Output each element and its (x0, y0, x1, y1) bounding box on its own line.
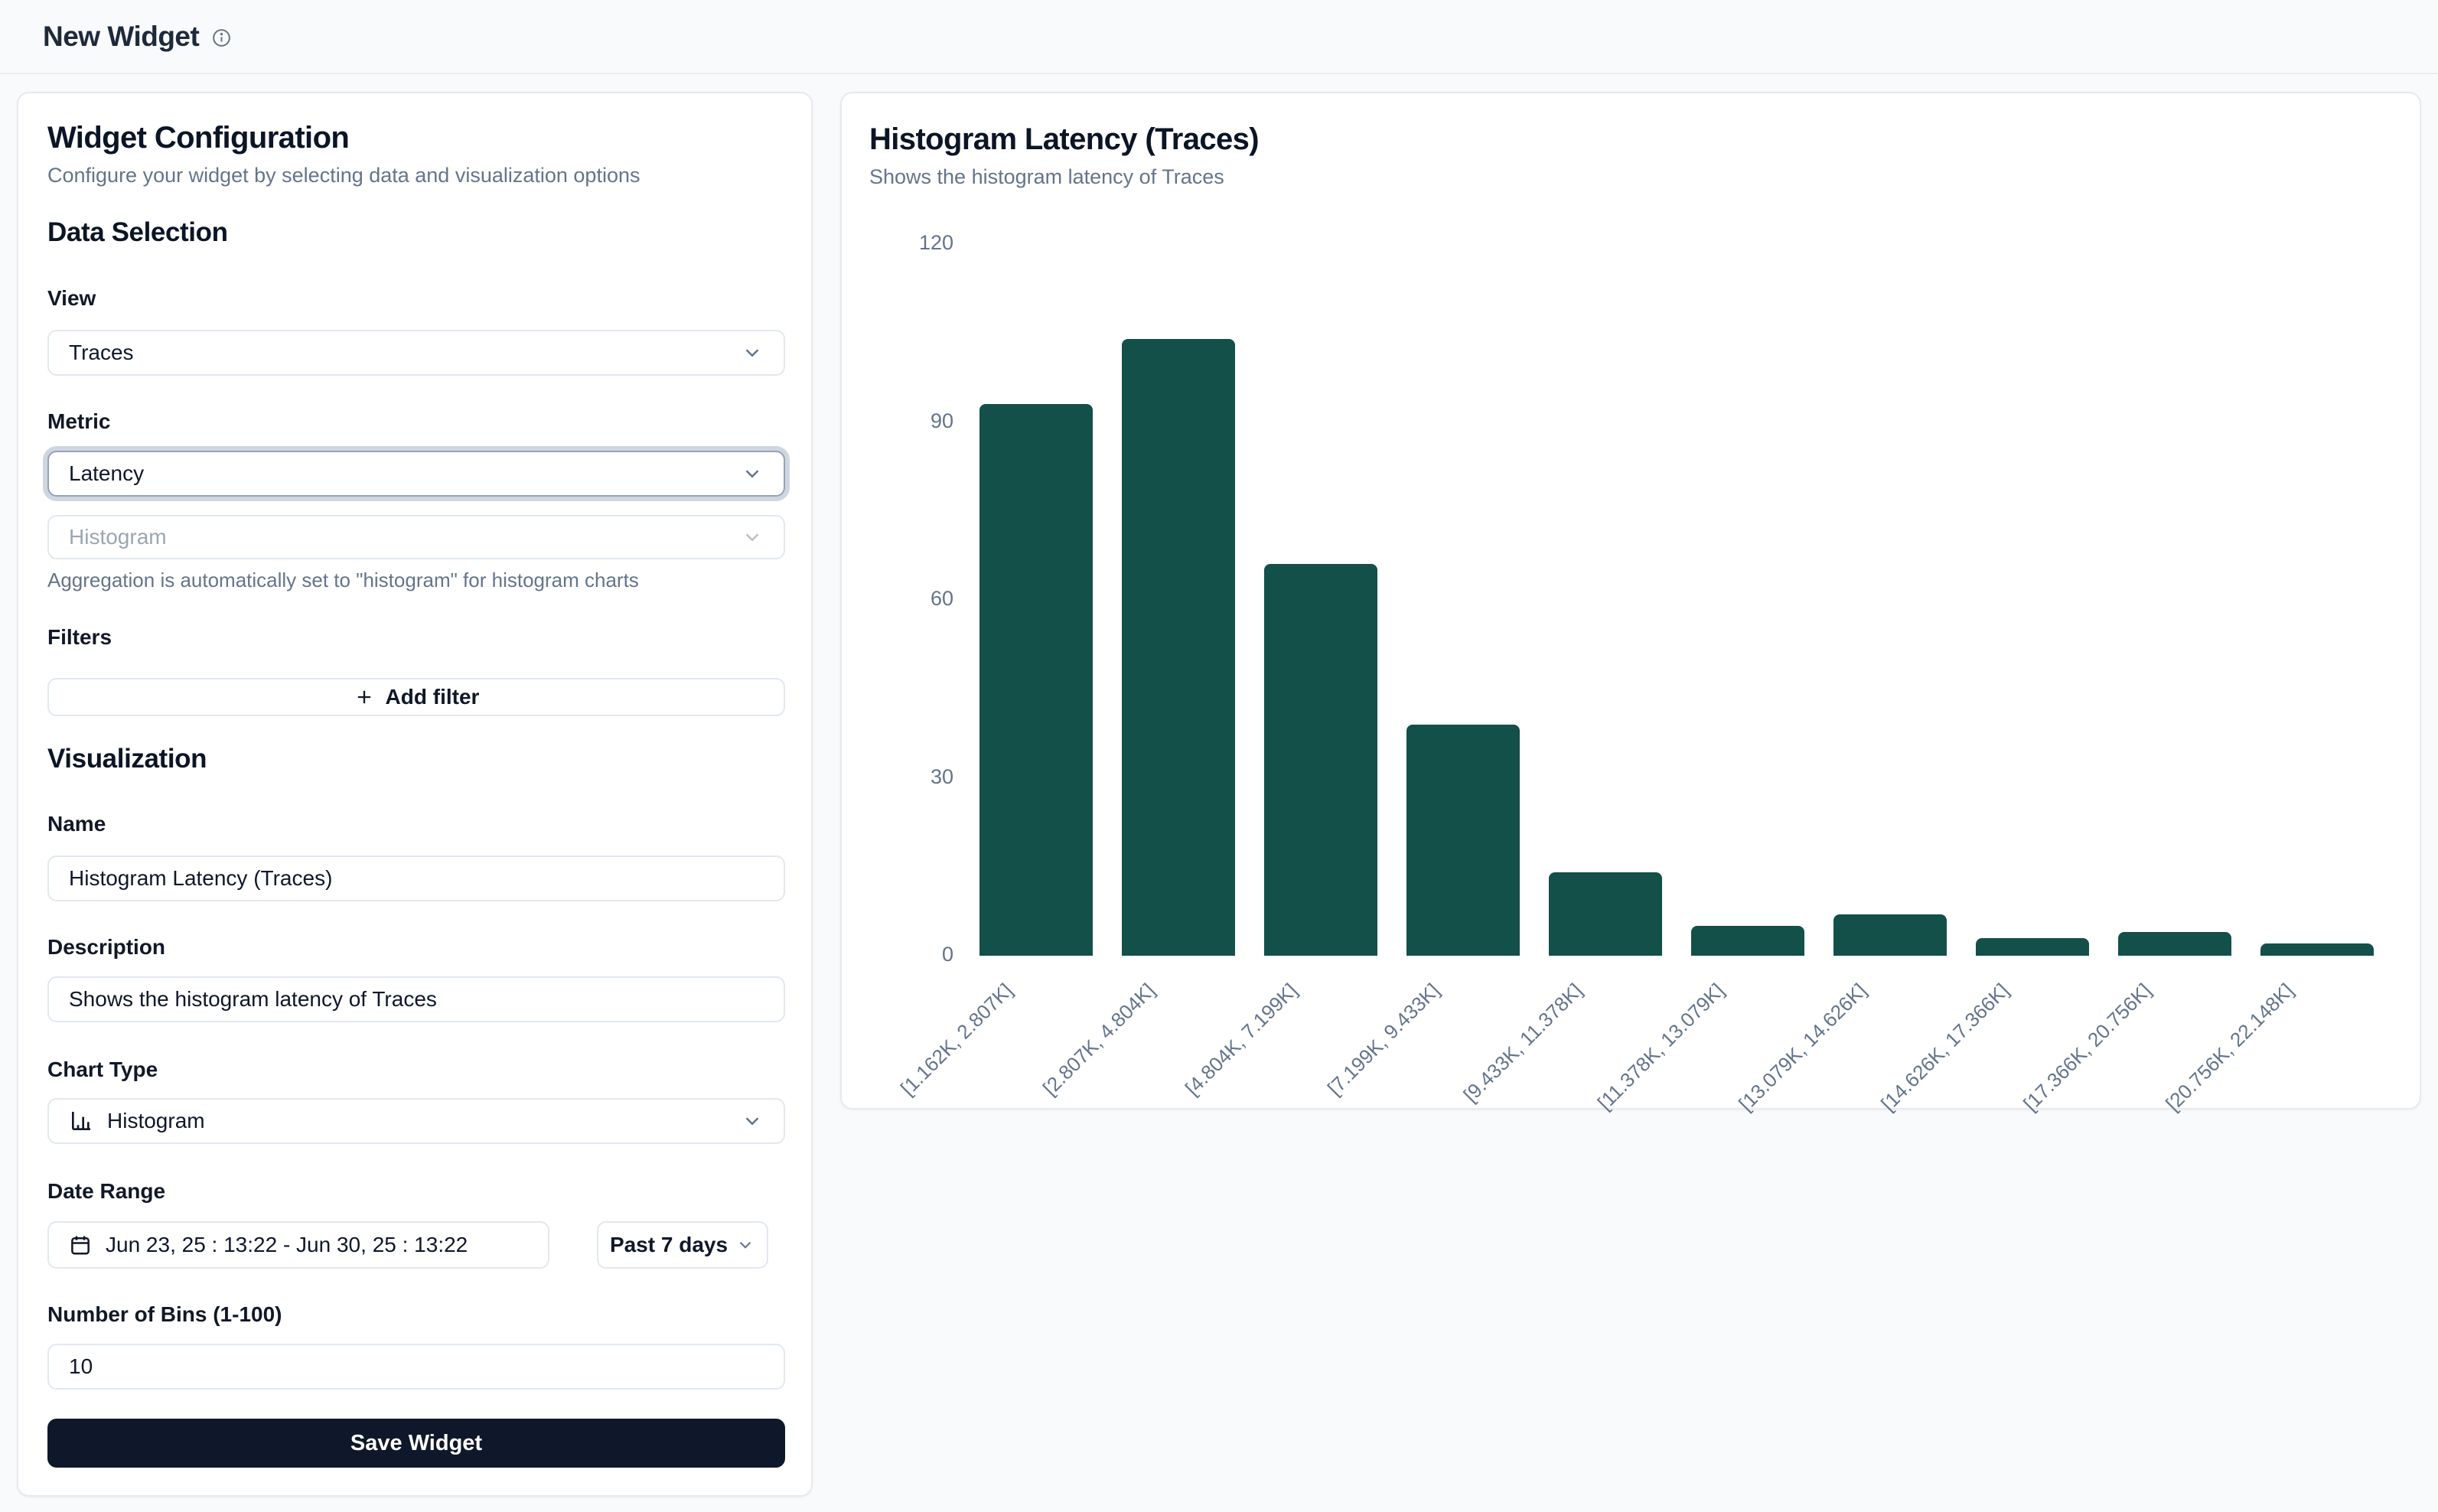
chart-type-value: Histogram (107, 1109, 205, 1132)
view-select[interactable]: Traces (47, 330, 785, 376)
histogram-bar (1691, 926, 1804, 956)
histogram-bar (1122, 339, 1235, 956)
x-axis-bin-label: [20.756K, 22.148K] (2161, 979, 2299, 1116)
aggregation-select: Histogram (47, 515, 785, 559)
histogram-bar (1549, 872, 1662, 956)
bins-field-wrap (47, 1344, 785, 1390)
chevron-down-icon (741, 462, 764, 485)
y-axis-tick-label: 30 (930, 764, 953, 788)
x-axis-bin-label: [4.804K, 7.199K] (1181, 979, 1302, 1100)
date-range-value: Jun 23, 25 : 13:22 - Jun 30, 25 : 13:22 (106, 1233, 468, 1256)
add-filter-button[interactable]: Add filter (47, 678, 785, 716)
preview-title: Histogram Latency (Traces) (869, 122, 1260, 156)
widget-preview-panel: Histogram Latency (Traces) Shows the his… (840, 92, 2423, 1116)
preview-subtitle: Shows the histogram latency of Traces (869, 165, 1224, 188)
config-subtitle: Configure your widget by selecting data … (47, 164, 640, 187)
x-axis-bin-label: [17.366K, 20.756K] (2019, 979, 2156, 1116)
chevron-down-icon (735, 1235, 755, 1255)
histogram-bar (2260, 943, 2374, 956)
date-preset-value: Past 7 days (609, 1233, 728, 1256)
y-axis-tick-label: 90 (930, 409, 953, 432)
description-field[interactable] (69, 987, 764, 1012)
save-widget-button[interactable]: Save Widget (47, 1419, 785, 1468)
config-title: Widget Configuration (47, 121, 350, 155)
x-axis-bin-label: [13.079K, 14.626K] (1734, 979, 1872, 1116)
add-filter-label: Add filter (385, 685, 480, 709)
y-axis-tick-label: 120 (918, 231, 953, 254)
aggregation-help-text: Aggregation is automatically set to "his… (47, 569, 639, 591)
description-field-wrap (47, 976, 785, 1022)
calendar-icon (69, 1233, 92, 1256)
data-selection-heading: Data Selection (47, 217, 228, 247)
y-axis-tick-label: 0 (941, 943, 953, 966)
filters-label: Filters (47, 625, 112, 649)
histogram-bar (979, 404, 1093, 956)
view-select-value: Traces (69, 341, 134, 364)
metric-select[interactable]: Latency (47, 451, 785, 497)
histogram-bar (1264, 564, 1377, 956)
widget-configuration-panel: Widget Configuration Configure your widg… (17, 92, 813, 1497)
page-header: New Widget (0, 0, 2438, 74)
chevron-down-icon (741, 526, 764, 549)
chart-type-label: Chart Type (47, 1057, 158, 1081)
info-icon[interactable] (211, 28, 232, 48)
chart-type-select[interactable]: Histogram (47, 1098, 785, 1144)
aggregation-select-value: Histogram (69, 525, 167, 549)
x-axis-bin-label: [7.199K, 9.433K] (1323, 979, 1445, 1100)
metric-label: Metric (47, 409, 111, 433)
x-axis-bin-label: [14.626K, 17.366K] (1876, 979, 2014, 1116)
x-axis-bin-label: [11.378K, 13.079K] (1592, 979, 1729, 1115)
x-axis-bin-label: [9.433K, 11.378K] (1459, 979, 1587, 1107)
histogram-chart: 0 30 60 90 120 [1.162K, 2.807K] [2.807K, 4.804… (842, 93, 2423, 1116)
bins-field[interactable] (69, 1354, 764, 1379)
histogram-bar (1406, 725, 1520, 956)
histogram-bar (1833, 914, 1947, 956)
x-axis-bin-label: [2.807K, 4.804K] (1038, 979, 1160, 1100)
date-range-label: Date Range (47, 1179, 166, 1203)
date-preset-select[interactable]: Past 7 days (597, 1221, 768, 1269)
plus-icon (357, 690, 370, 704)
description-label: Description (47, 935, 166, 959)
chevron-down-icon (741, 341, 764, 364)
name-label: Name (47, 812, 106, 836)
visualization-heading: Visualization (47, 744, 207, 774)
page-title: New Widget (43, 20, 200, 52)
x-axis-bin-label: [1.162K, 2.807K] (896, 979, 1018, 1100)
name-field-wrap (47, 855, 785, 901)
metric-select-value: Latency (69, 461, 145, 485)
name-field[interactable] (69, 866, 764, 891)
chevron-down-icon (741, 1110, 764, 1132)
histogram-bar (2118, 932, 2231, 956)
y-axis-tick-label: 60 (930, 587, 953, 610)
histogram-bar (1976, 938, 2089, 956)
date-range-button[interactable]: Jun 23, 25 : 13:22 - Jun 30, 25 : 13:22 (47, 1221, 549, 1269)
bar-chart-icon (69, 1109, 93, 1133)
bins-label: Number of Bins (1-100) (47, 1302, 282, 1326)
view-label: View (47, 286, 96, 310)
